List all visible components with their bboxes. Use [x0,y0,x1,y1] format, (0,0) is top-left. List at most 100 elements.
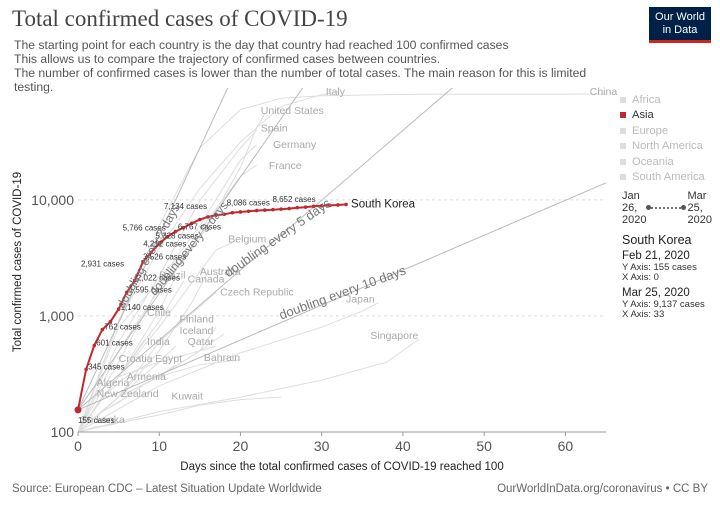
country-label: China [590,86,618,98]
legend-swatch [620,112,626,119]
data-point [198,217,202,222]
source-note[interactable]: Source: European CDC – Latest Situation … [12,483,322,495]
x-tick-label: 60 [558,438,574,454]
background-series-line [78,338,420,432]
tooltip-y: Y Axis: 9,137 cases [622,299,705,310]
country-label: United States [261,105,324,117]
data-point [108,319,113,324]
legend-label: Asia [632,109,654,122]
data-label: 8,086 cases [227,199,270,208]
legend-label: Oceania [632,155,674,168]
chart-title: Total confirmed cases of COVID-19 [12,6,348,31]
data-label: 155 cases [78,416,114,425]
x-tick-label: 0 [74,438,82,454]
data-label: 4,212 cases [143,239,186,248]
y-tick-label: 100 [51,424,75,440]
country-label: Armenia [127,371,166,383]
reference-line [78,88,304,411]
legend-item-oceania[interactable]: Oceania [620,154,705,170]
y-tick-label: 10,000 [31,192,74,208]
data-point [328,203,332,208]
data-point [173,229,178,234]
y-axis-label: Total confirmed cases of COVID-19 [12,172,24,352]
country-label: Australia [200,266,241,278]
data-point [74,406,82,414]
x-tick-label: 20 [233,438,249,454]
data-label: 2,022 cases [137,273,180,282]
x-tick-label: 30 [314,438,330,454]
data-point [311,204,316,209]
country-label: New Zealand [97,388,159,400]
license-note[interactable]: OurWorldInData.org/coronavirus • CC BY [497,483,708,495]
data-label: 762 cases [104,323,140,332]
highlight-line [77,203,347,411]
tooltip-first-point: Feb 21, 2020 Y Axis: 155 cases X Axis: 0 [622,250,718,283]
data-point [344,202,348,207]
data-point [222,212,227,217]
data-point [279,207,283,211]
legend-label: Europe [632,124,669,137]
legend-item-asia[interactable]: Asia [620,108,705,124]
tooltip-panel: South Korea Feb 21, 2020 Y Axis: 155 cas… [622,233,718,324]
background-series-line [78,164,257,432]
background-series-line [78,361,152,432]
timeline-track[interactable] [646,205,686,210]
data-label: 601 cases [96,339,132,348]
reference-line [78,88,229,411]
data-label: 8,652 cases [272,195,315,204]
country-label: Belgium [228,233,266,245]
legend-item-africa[interactable]: Africa [620,92,705,108]
data-label: 1,595 cases [129,285,172,294]
data-point [287,206,292,211]
background-series-line [78,144,258,432]
data-point [271,207,275,212]
data-point [141,259,145,264]
country-label: Czech Republic [220,286,294,298]
legend-swatch [620,96,626,103]
country-label: Bahrain [204,352,240,364]
legend-item-north-america[interactable]: North America [620,139,705,155]
data-point [165,234,170,239]
data-point [254,208,259,213]
legend-swatch [620,143,626,150]
background-series-line [78,396,127,432]
x-tick-label: 40 [395,438,411,454]
data-label: 5,328 cases [155,232,198,241]
data-point [319,203,324,208]
reference-line [78,88,453,411]
reference-line [78,182,606,411]
country-label: Iceland [180,325,214,337]
timeline-slider[interactable]: Jan 26, 2020 Mar 25, 2020 [620,190,714,226]
timeline-end-date: Mar 25, 2020 [687,190,712,226]
timeline-start-date: Jan 26, 2020 [622,190,647,226]
tooltip-x: X Axis: 33 [622,309,665,320]
data-point [116,307,121,311]
tooltip-last-point: Mar 25, 2020 Y Axis: 9,137 cases X Axis:… [622,287,718,320]
x-tick-label: 10 [151,438,167,454]
data-point [84,367,88,372]
data-point [263,208,267,212]
data-point [189,221,194,226]
data-point [92,343,97,348]
country-label: Brazil [159,270,185,282]
x-axis-label: Days since the total confirmed cases of … [180,461,503,473]
owid-logo[interactable]: Our World in Data [649,7,711,43]
data-point [206,215,210,219]
tooltip-country: South Korea [622,233,692,247]
data-label: 7,134 cases [164,202,207,211]
country-label: Italy [326,86,346,98]
country-label: Canada [188,273,225,285]
background-series-line [78,302,379,432]
country-label: Spain [261,122,288,134]
background-series-line [78,129,258,432]
tooltip-x: X Axis: 0 [622,272,659,283]
country-label: Croatia [119,353,153,365]
highlight-series: 155 cases 345 cases 601 cases 762 cases 1,14… [74,195,416,425]
chart-subtitle: The starting point for each country is t… [14,38,587,94]
legend-item-south-america[interactable]: South America [620,170,705,186]
data-point [238,210,243,214]
data-point [230,210,235,215]
legend-item-europe[interactable]: Europe [620,123,705,139]
